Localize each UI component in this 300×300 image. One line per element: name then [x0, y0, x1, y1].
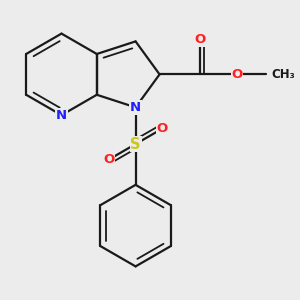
Text: N: N — [130, 101, 141, 114]
Text: CH₃: CH₃ — [272, 68, 296, 81]
Text: O: O — [103, 153, 115, 166]
Text: O: O — [195, 33, 206, 46]
Text: O: O — [231, 68, 243, 81]
Text: N: N — [56, 109, 67, 122]
Text: O: O — [157, 122, 168, 135]
Text: S: S — [130, 136, 141, 152]
